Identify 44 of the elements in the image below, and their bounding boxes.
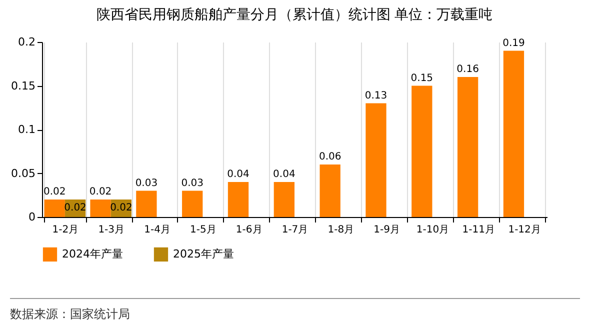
x-tick-label: 1-5月: [190, 224, 216, 236]
x-tick-label: 1-4月: [144, 224, 170, 236]
bar: [457, 77, 478, 217]
bar: [320, 164, 340, 217]
y-tick-label: 0.15: [11, 79, 36, 92]
bar: [182, 190, 203, 217]
bar: [503, 50, 524, 217]
bar: [136, 190, 157, 217]
data-label: 0.15: [410, 72, 434, 84]
chart-title: 陕西省民用钢质船舶产量分月（累计值）统计图 单位：万载重吨: [96, 7, 493, 23]
x-tick-label: 1-6月: [236, 224, 262, 236]
bar: [412, 86, 432, 217]
x-tick-label: 1-11月: [462, 224, 495, 236]
x-tick-label: 1-7月: [282, 224, 308, 236]
data-label: 0.02: [89, 186, 112, 198]
bar: [90, 200, 111, 217]
x-tick-label: 1-3月: [98, 224, 125, 236]
y-tick-label: 0.1: [18, 123, 36, 136]
data-label: 0.03: [181, 178, 204, 189]
x-tick-label: 1-9月: [374, 224, 400, 236]
data-label: 0.02: [110, 202, 132, 214]
source-note: 数据来源：国家统计局: [10, 306, 130, 323]
data-label: 0.04: [273, 169, 296, 180]
x-tick-label: 1-8月: [328, 224, 354, 236]
bar: [228, 182, 249, 217]
bar: [366, 103, 386, 217]
x-tick-label: 1-10月: [416, 224, 450, 236]
data-label: 0.03: [135, 178, 158, 189]
bar: [44, 200, 65, 217]
legend-label: 2025年产量: [173, 247, 234, 260]
data-label: 0.06: [318, 152, 342, 162]
x-tick-label: 1-12月: [508, 224, 541, 236]
bar: [274, 182, 294, 217]
data-label: 0.04: [227, 169, 250, 180]
x-tick-label: 1-2月: [52, 224, 79, 236]
legend-label: 2024年产量: [62, 247, 123, 260]
data-label: 0.19: [502, 38, 525, 49]
y-tick-label: 0.2: [18, 36, 36, 48]
data-label: 0.02: [64, 202, 86, 214]
data-label: 0.02: [43, 186, 66, 198]
data-label: 0.16: [456, 64, 479, 75]
y-tick-label: 0.05: [11, 166, 36, 180]
y-tick-label: 0: [28, 210, 36, 224]
data-label: 0.13: [364, 90, 388, 102]
